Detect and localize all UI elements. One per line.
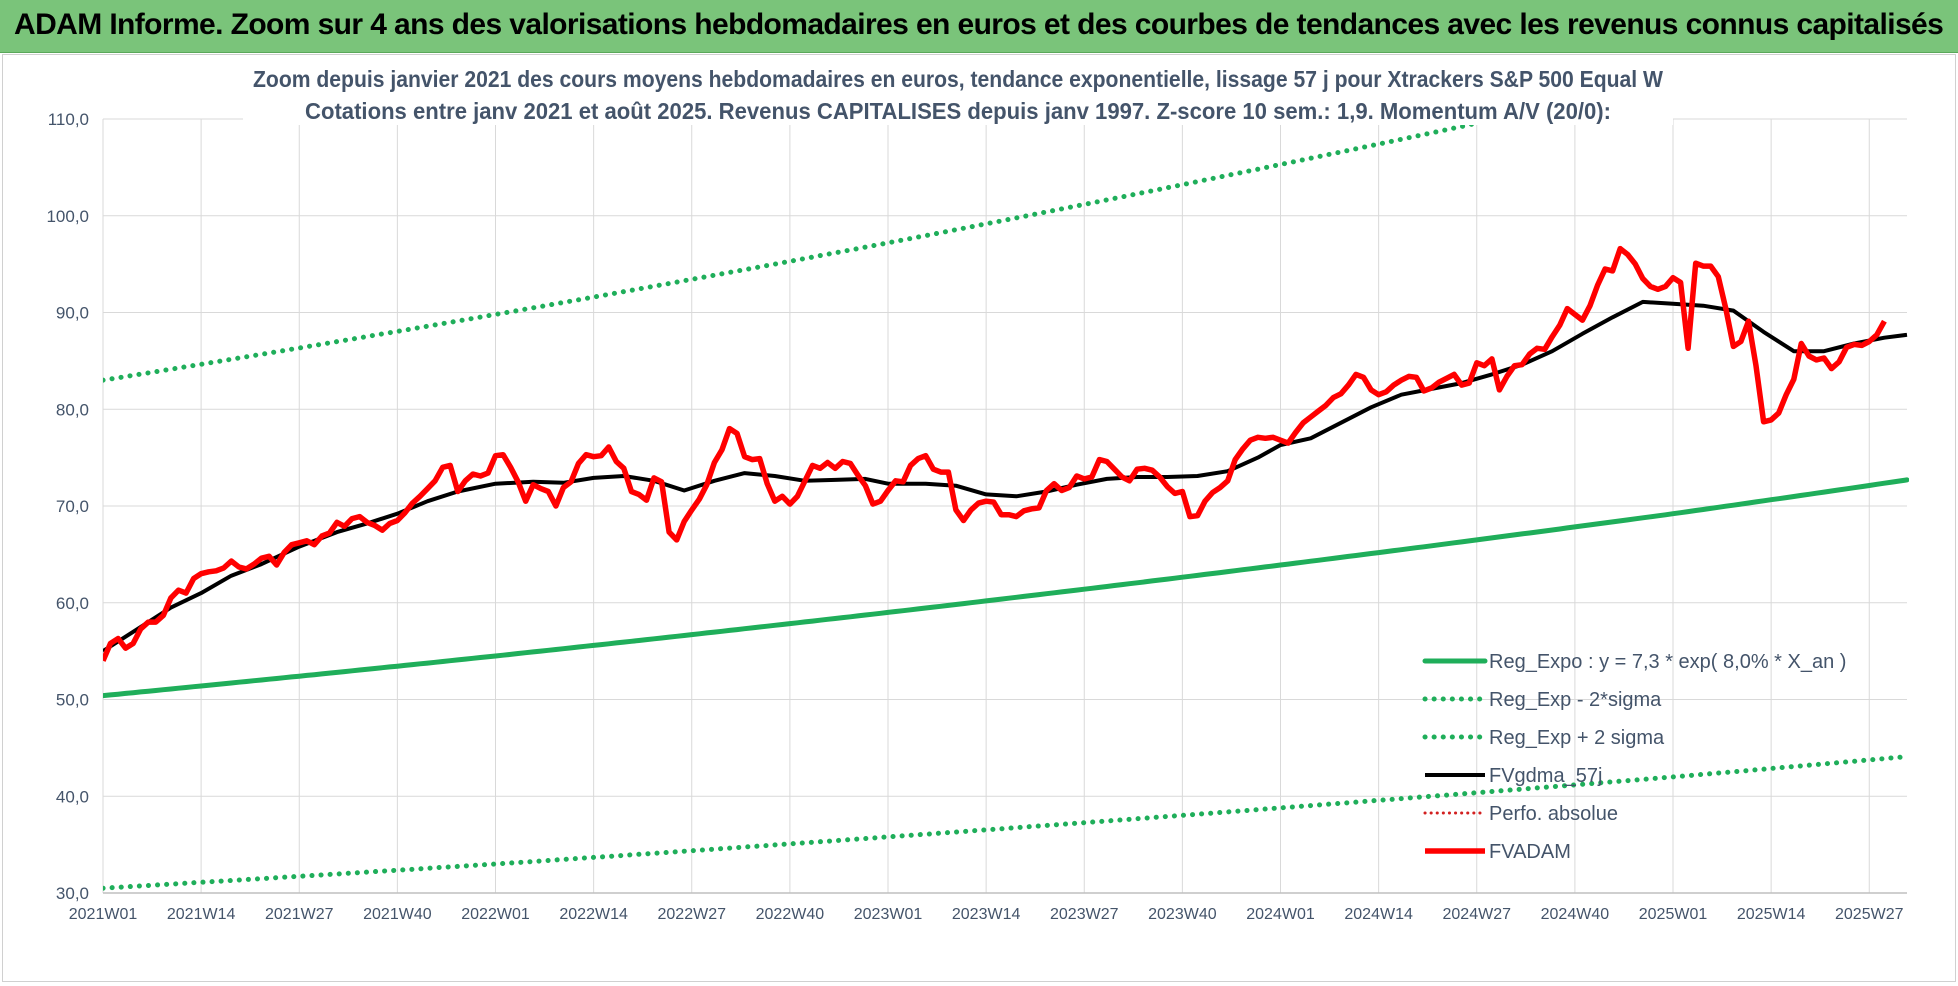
y-tick-label: 70,0 [56,497,89,516]
x-tick-label: 2024W40 [1541,906,1610,923]
x-tick-label: 2022W40 [756,906,825,923]
x-tick-label: 2022W01 [461,906,530,923]
x-tick-label: 2023W40 [1148,906,1217,923]
y-tick-label: 80,0 [56,400,89,419]
report-title: ADAM Informe. Zoom sur 4 ans des valoris… [14,8,1944,41]
y-tick-label: 60,0 [56,594,89,613]
legend-label-reg-expo-y-7-3-exp-8-0-x-an: Reg_Expo : y = 7,3 * exp( 8,0% * X_an ) [1489,651,1846,673]
legend-label-perfo-absolue: Perfo. absolue [1489,803,1618,825]
chart-title: Zoom depuis janvier 2021 des cours moyen… [253,66,1663,92]
x-tick-label: 2025W01 [1639,906,1708,923]
chart-frame: 30,0 40,0 50,0 60,0 70,0 80,0 90,0 100,0 110,0 20… [2,54,1956,982]
x-tick-label: 2023W27 [1050,906,1119,923]
x-tick-label: 2021W27 [265,906,334,923]
x-tick-label: 2025W27 [1835,906,1904,923]
series-line-fvgdma-57j [103,299,1908,653]
x-tick-label: 2024W01 [1246,906,1315,923]
x-tick-label: 2023W01 [854,906,923,923]
y-tick-label: 110,0 [48,110,89,129]
x-tick-label: 2021W14 [167,906,236,923]
y-tick-label: 30,0 [56,884,89,903]
x-tick-label: 2022W27 [658,906,727,923]
y-tick-label: 90,0 [56,304,89,323]
legend-label-reg-exp-2-sigma: Reg_Exp - 2*sigma [1489,689,1662,711]
y-tick-label: 100,0 [46,207,89,226]
y-tick-label: 50,0 [56,691,89,710]
chart-subtitle: Cotations entre janv 2021 et août 2025. … [305,98,1611,124]
series-layer [103,89,1909,891]
axis-layer: 30,0 40,0 50,0 60,0 70,0 80,0 90,0 100,0 110,0 20… [46,110,1907,923]
x-tick-label: 2025W14 [1737,906,1806,923]
x-tick-label: 2024W27 [1443,906,1512,923]
line-chart: 30,0 40,0 50,0 60,0 70,0 80,0 90,0 100,0 110,0 20… [46,59,1909,923]
y-tick-label: 40,0 [56,787,89,806]
series-line-fvadam [103,245,1887,662]
series-line-reg-exp-2-sigma [103,754,1909,891]
report-banner: ADAM Informe. Zoom sur 4 ans des valoris… [0,0,1958,53]
title-box [243,59,1673,125]
x-tick-label: 2021W40 [363,906,432,923]
series-line-reg-expo-y-7-3-exp-8-0-x-an [103,477,1909,699]
x-tick-label: 2021W01 [69,906,138,923]
x-tick-label: 2023W14 [952,906,1021,923]
chart-legend: Reg_Expo : y = 7,3 * exp( 8,0% * X_an ) R… [1422,651,1846,863]
grid-layer [102,118,1907,894]
legend-label-fvgdma-57j: FVgdma_57j [1489,765,1602,787]
x-tick-label: 2024W14 [1344,906,1413,923]
legend-label-fvadam: FVADAM [1489,841,1571,863]
legend-label-reg-exp-2-sigma: Reg_Exp + 2 sigma [1489,727,1665,749]
x-tick-label: 2022W14 [559,906,628,923]
